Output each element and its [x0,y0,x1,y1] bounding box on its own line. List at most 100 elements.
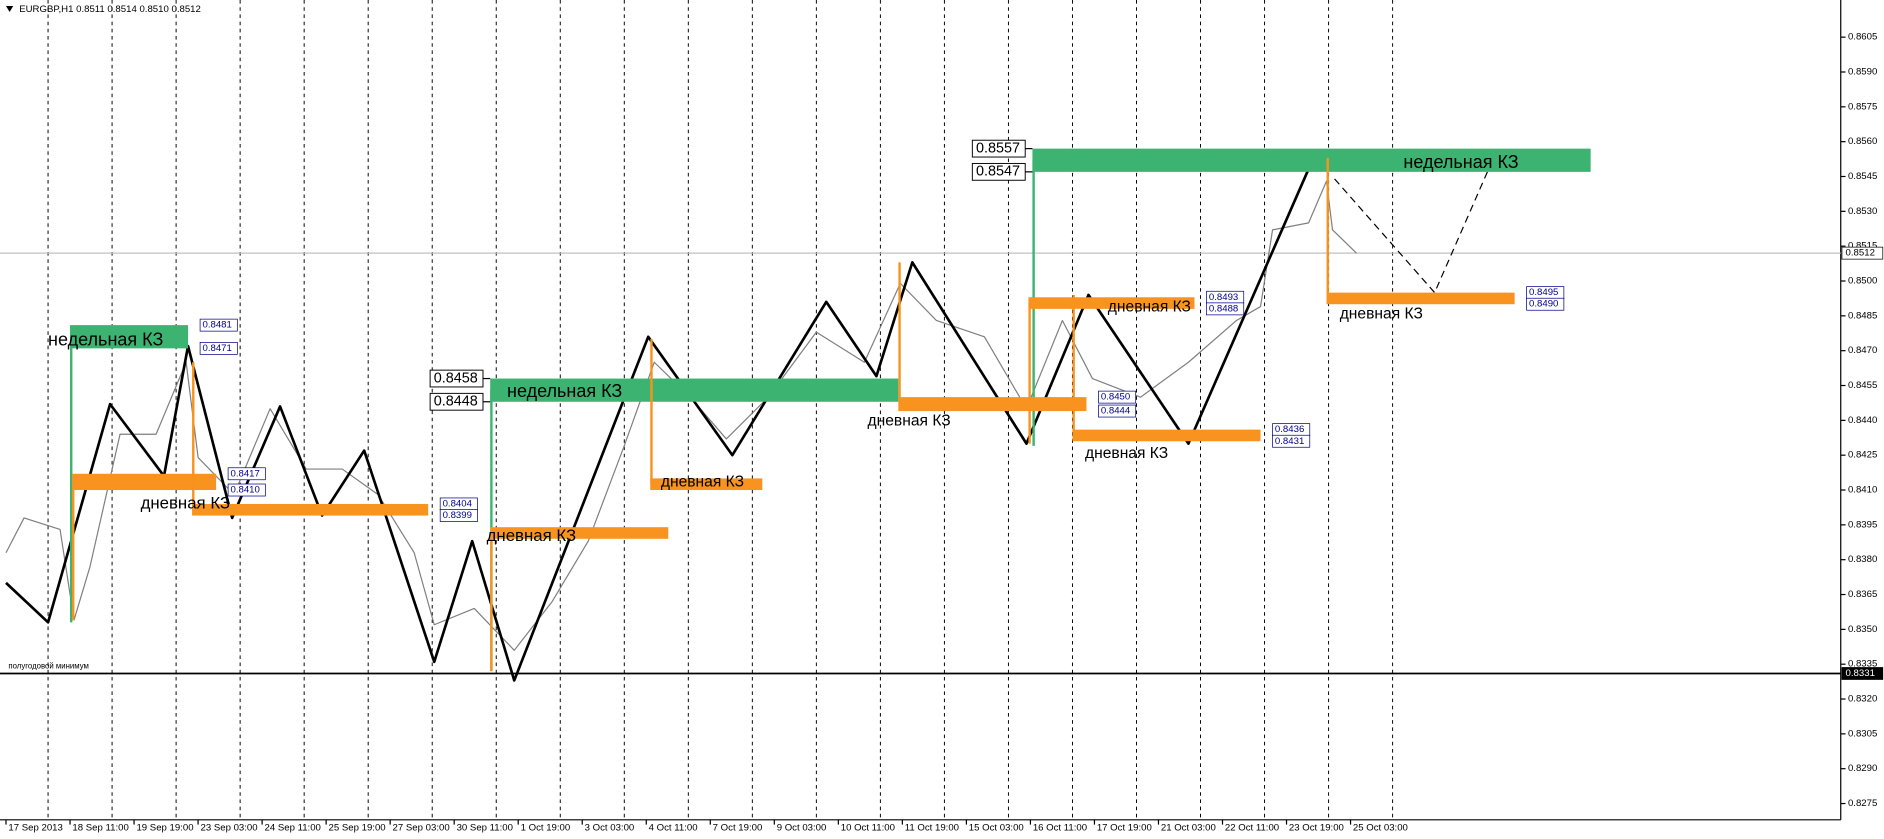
zone [192,503,429,516]
zone [898,397,1087,412]
level-value: 0.8512 [1846,248,1875,259]
zone-label: недельная КЗ [507,381,622,401]
price-label: 0.8404 [443,498,473,509]
symbol-menu-icon[interactable] [6,6,14,13]
y-tick-label: 0.8575 [1848,101,1877,112]
y-tick-label: 0.8320 [1848,694,1877,705]
price-box [227,467,266,481]
zone-label: дневная КЗ [868,412,951,429]
x-tick-label: 25 Oct 03:00 [1353,823,1408,834]
level-label: полугодовой минимум [8,661,89,670]
x-tick-label: 16 Oct 11:00 [1033,823,1087,834]
y-tick-label: 0.8350 [1848,624,1877,635]
y-tick-label: 0.8515 [1848,241,1877,252]
zone [1032,148,1591,172]
price-label: 0.8495 [1529,287,1558,298]
y-tick-label: 0.8500 [1848,276,1877,287]
price-box [1098,404,1137,418]
x-tick-label: 25 Sep 19:00 [329,823,386,834]
price-box [1206,302,1245,316]
level-box [1841,667,1884,680]
x-tick-label: 21 Oct 03:00 [1161,823,1216,834]
price-label: 0.8410 [231,485,260,496]
zone [72,473,217,491]
zone [490,378,899,402]
chart-title: EURGBP,H1 0.8511 0.8514 0.8510 0.8512 [19,4,201,15]
price-box [1526,297,1565,311]
zone-label: дневная КЗ [487,526,577,545]
x-tick-label: 30 Sep 11:00 [457,823,513,834]
price-line [1334,146,1500,294]
price-label: 0.8444 [1101,406,1131,417]
zone [70,325,189,349]
y-tick-label: 0.8530 [1848,206,1877,217]
price-label: 0.8481 [202,320,231,331]
zone-label: дневная КЗ [1085,445,1168,462]
price-label: 0.8458 [434,370,478,386]
zone [1072,429,1261,442]
x-tick-label: 10 Oct 11:00 [841,823,895,834]
price-box [199,318,238,332]
price-label: 0.8450 [1101,392,1130,403]
price-label: 0.8399 [443,510,472,521]
price-label: 0.8488 [1209,303,1238,314]
price-line [5,180,1357,651]
level-value: 0.8331 [1846,668,1875,679]
x-tick-label: 1 Oct 19:00 [521,823,571,834]
y-tick-label: 0.8455 [1848,380,1877,391]
price-label: 0.8436 [1275,424,1304,435]
zone-label: дневная КЗ [141,494,231,513]
x-tick-label: 19 Sep 19:00 [136,823,193,834]
price-label: 0.8490 [1529,299,1558,310]
y-tick-label: 0.8560 [1848,136,1877,147]
y-tick-label: 0.8365 [1848,589,1877,600]
y-tick-label: 0.8395 [1848,519,1877,530]
zone [1326,292,1515,305]
y-tick-label: 0.8605 [1848,32,1877,43]
y-tick-label: 0.8590 [1848,67,1877,78]
x-tick-label: 18 Sep 11:00 [72,823,128,834]
zone [650,478,763,491]
price-label: 0.8471 [202,343,231,354]
y-tick-label: 0.8545 [1848,171,1877,182]
x-tick-label: 11 Oct 19:00 [905,823,959,834]
x-tick-label: 27 Sep 03:00 [393,823,450,834]
y-tick-label: 0.8275 [1848,798,1877,809]
price-line [5,155,1316,682]
zone [1028,297,1195,309]
y-tick-label: 0.8380 [1848,554,1877,565]
y-tick-label: 0.8485 [1848,310,1877,321]
zone-label: дневная КЗ [661,474,744,491]
x-tick-label: 23 Sep 03:00 [200,823,257,834]
zone [490,527,669,539]
x-tick-label: 9 Oct 03:00 [777,823,827,834]
y-tick-label: 0.8305 [1848,728,1877,739]
price-label: 0.8431 [1275,436,1304,447]
price-label: 0.8448 [434,394,478,410]
price-box [199,341,238,355]
y-tick-label: 0.8470 [1848,345,1877,356]
y-tick-label: 0.8290 [1848,763,1877,774]
y-tick-label: 0.8335 [1848,659,1877,670]
zone-label: дневная КЗ [1108,298,1191,315]
zone-label: недельная КЗ [1403,152,1518,172]
y-tick-label: 0.8440 [1848,415,1877,426]
price-box [439,509,478,522]
price-label: 0.8417 [231,468,260,479]
x-tick-label: 17 Oct 19:00 [1097,823,1152,834]
zone-label: недельная КЗ [48,330,163,350]
price-box [1098,390,1137,404]
x-tick-label: 7 Oct 19:00 [713,823,763,834]
price-label: 0.8557 [976,140,1020,156]
x-tick-label: 22 Oct 11:00 [1225,823,1279,834]
x-tick-label: 15 Oct 03:00 [969,823,1024,834]
level-box [1841,246,1884,260]
price-box [1272,434,1311,448]
price-label: 0.8547 [976,164,1020,180]
y-tick-label: 0.8410 [1848,485,1877,496]
y-tick-label: 0.8425 [1848,450,1877,461]
price-box [227,483,266,497]
x-tick-label: 24 Sep 11:00 [265,823,321,834]
